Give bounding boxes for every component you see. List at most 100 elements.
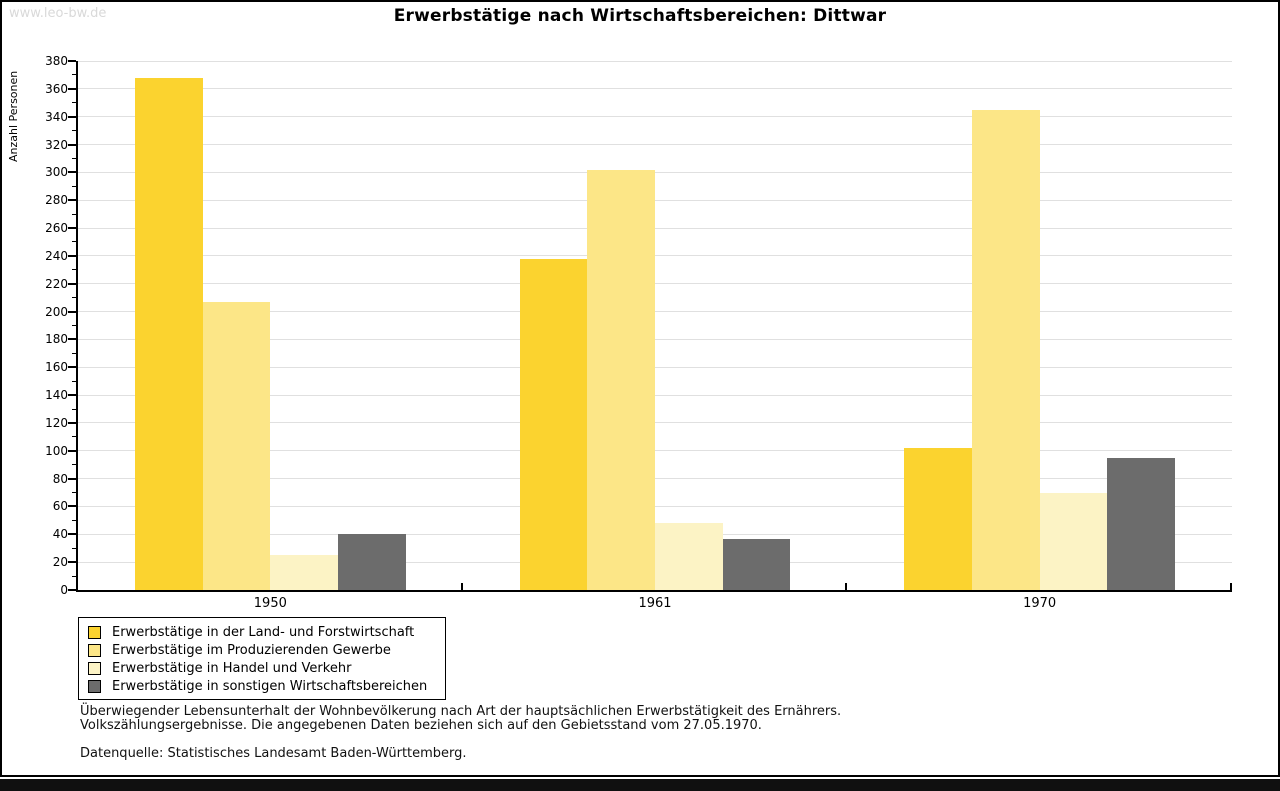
y-axis-major-tick-280 bbox=[68, 199, 76, 202]
y-axis-major-tick-200 bbox=[68, 310, 76, 313]
x-axis-tick-1 bbox=[460, 583, 463, 590]
y-axis-major-tick-180 bbox=[68, 338, 76, 341]
gridline-220 bbox=[78, 283, 1232, 285]
y-axis-tick-label-20: 20 bbox=[52, 555, 68, 570]
legend-label: Erwerbstätige im Produzierenden Gewerbe bbox=[112, 642, 391, 658]
gridline-240 bbox=[78, 255, 1232, 257]
y-axis-tick-label-180: 180 bbox=[45, 332, 68, 347]
y-axis-major-tick-380 bbox=[68, 60, 76, 62]
gridline-380 bbox=[78, 60, 1232, 62]
y-axis-minor-tick-270 bbox=[72, 213, 76, 215]
bottom-black-band bbox=[0, 779, 1280, 791]
source-text: Datenquelle: Statistisches Landesamt Bad… bbox=[80, 746, 467, 761]
y-axis-minor-tick-50 bbox=[72, 519, 76, 521]
y-axis-minor-tick-130 bbox=[72, 408, 76, 410]
gridline-60 bbox=[78, 505, 1232, 507]
legend-swatch-icon bbox=[88, 625, 101, 639]
gridline-260 bbox=[78, 227, 1232, 229]
x-axis-category-label-1961: 1961 bbox=[638, 596, 672, 611]
y-axis-major-tick-260 bbox=[68, 227, 76, 230]
bar-1950-series3 bbox=[270, 555, 338, 590]
bar-1970-series3 bbox=[1039, 492, 1108, 590]
y-axis-major-tick-100 bbox=[68, 449, 76, 452]
bar-1950-series4 bbox=[337, 534, 406, 590]
gridline-280 bbox=[78, 199, 1232, 201]
legend-label: Erwerbstätige in der Land- und Forstwirt… bbox=[112, 624, 415, 640]
x-axis-category-label-1950: 1950 bbox=[253, 596, 287, 611]
footnote-line-2: Volkszählungsergebnisse. Die angegebenen… bbox=[80, 717, 762, 733]
y-axis-major-tick-40 bbox=[68, 533, 76, 536]
bar-1970-series4 bbox=[1107, 457, 1175, 590]
y-axis-tick-label-80: 80 bbox=[52, 471, 68, 486]
y-axis-major-tick-360 bbox=[68, 87, 76, 90]
x-axis-tick-3 bbox=[1230, 583, 1232, 590]
y-axis-tick-label-380: 380 bbox=[45, 54, 68, 68]
legend-swatch-icon bbox=[88, 679, 101, 693]
gridline-340 bbox=[78, 116, 1232, 118]
bar-1961-series4 bbox=[722, 538, 791, 590]
y-axis-major-tick-220 bbox=[68, 282, 76, 285]
y-axis-minor-tick-210 bbox=[72, 297, 76, 299]
gridline-360 bbox=[78, 88, 1232, 90]
y-axis-minor-tick-350 bbox=[72, 102, 76, 104]
gridline-300 bbox=[78, 171, 1232, 173]
chart-title: Erwerbstätige nach Wirtschaftsbereichen:… bbox=[393, 6, 887, 26]
legend-box: Erwerbstätige in der Land- und Forstwirt… bbox=[78, 617, 446, 700]
y-axis-minor-tick-310 bbox=[72, 157, 76, 159]
y-axis-tick-label-60: 60 bbox=[52, 499, 68, 514]
y-axis-minor-tick-190 bbox=[72, 325, 76, 326]
x-axis-category-label-1970: 1970 bbox=[1023, 596, 1057, 611]
y-axis-major-tick-240 bbox=[68, 254, 76, 257]
y-axis-major-tick-340 bbox=[68, 115, 76, 118]
y-axis-tick-label-100: 100 bbox=[45, 443, 68, 458]
legend-item-2: Erwerbstätige im Produzierenden Gewerbe bbox=[79, 641, 445, 659]
gridline-120 bbox=[78, 422, 1232, 424]
y-axis-major-tick-80 bbox=[68, 477, 76, 480]
y-axis-major-tick-20 bbox=[68, 561, 76, 564]
footnote-text: Überwiegender Lebensunterhalt der Wohnbe… bbox=[80, 705, 841, 732]
y-axis-minor-tick-330 bbox=[72, 130, 76, 132]
gridline-160 bbox=[78, 366, 1232, 368]
y-axis-tick-label-260: 260 bbox=[45, 221, 68, 236]
y-axis-major-tick-320 bbox=[68, 143, 76, 146]
y-axis-tick-label-220: 220 bbox=[45, 276, 68, 291]
y-axis-minor-tick-250 bbox=[72, 241, 76, 243]
y-axis-tick-label-200: 200 bbox=[45, 304, 68, 319]
y-axis-tick-label-320: 320 bbox=[45, 137, 68, 152]
gridline-80 bbox=[78, 478, 1232, 480]
bar-1950-series1 bbox=[135, 77, 203, 590]
y-axis-minor-tick-370 bbox=[72, 74, 76, 76]
y-axis-tick-label-300: 300 bbox=[45, 165, 68, 180]
gridline-100 bbox=[78, 450, 1232, 452]
gridline-320 bbox=[78, 144, 1232, 146]
legend-label: Erwerbstätige in sonstigen Wirtschaftsbe… bbox=[112, 678, 428, 694]
y-axis-minor-tick-70 bbox=[72, 492, 76, 494]
y-axis-tick-label-280: 280 bbox=[45, 193, 68, 208]
bar-1961-series2 bbox=[587, 169, 655, 590]
y-axis-tick-label-140: 140 bbox=[45, 388, 68, 403]
legend-item-1: Erwerbstätige in der Land- und Forstwirt… bbox=[79, 623, 445, 641]
y-axis-minor-tick-150 bbox=[72, 380, 76, 382]
y-axis-tick-label-0: 0 bbox=[60, 583, 68, 597]
y-axis-major-tick-120 bbox=[68, 421, 76, 424]
legend-label: Erwerbstätige in Handel und Verkehr bbox=[112, 660, 352, 676]
gridline-140 bbox=[78, 394, 1232, 396]
bar-1970-series1 bbox=[904, 448, 973, 590]
x-axis-tick-2 bbox=[845, 583, 848, 590]
gridline-180 bbox=[78, 338, 1232, 340]
y-axis-minor-tick-290 bbox=[72, 185, 76, 187]
y-axis-tick-label-340: 340 bbox=[45, 109, 68, 124]
legend-swatch-icon bbox=[88, 643, 101, 657]
legend-item-3: Erwerbstätige in Handel und Verkehr bbox=[79, 659, 445, 677]
y-axis-minor-tick-170 bbox=[72, 352, 76, 354]
y-axis-minor-tick-110 bbox=[72, 436, 76, 438]
y-axis-major-tick-60 bbox=[68, 505, 76, 508]
y-axis-title: Anzahl Personen bbox=[7, 70, 20, 162]
y-axis-tick-label-160: 160 bbox=[45, 360, 68, 375]
y-axis-tick-label-240: 240 bbox=[45, 248, 68, 263]
gridline-200 bbox=[78, 311, 1232, 313]
bar-1970-series2 bbox=[972, 109, 1040, 590]
bar-1961-series3 bbox=[655, 523, 723, 590]
y-axis-minor-tick-10 bbox=[72, 575, 76, 577]
